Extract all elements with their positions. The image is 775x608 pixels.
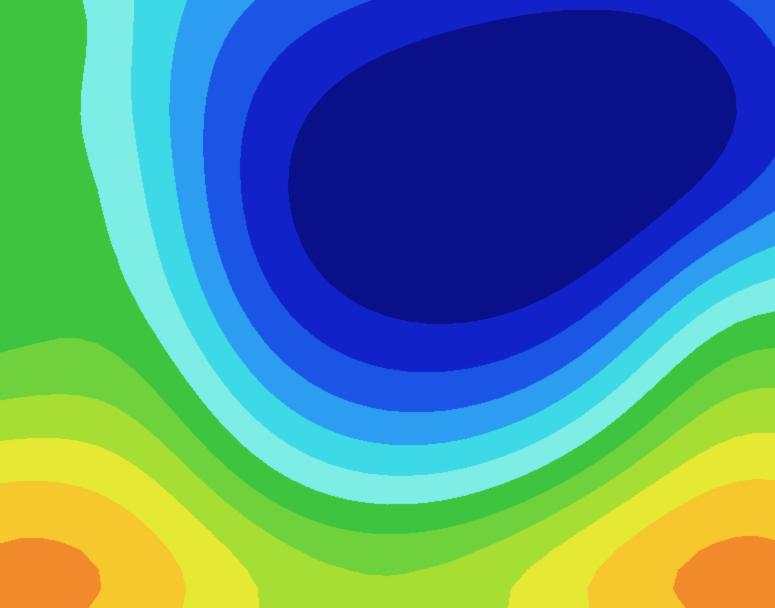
contour-plot — [0, 0, 775, 608]
